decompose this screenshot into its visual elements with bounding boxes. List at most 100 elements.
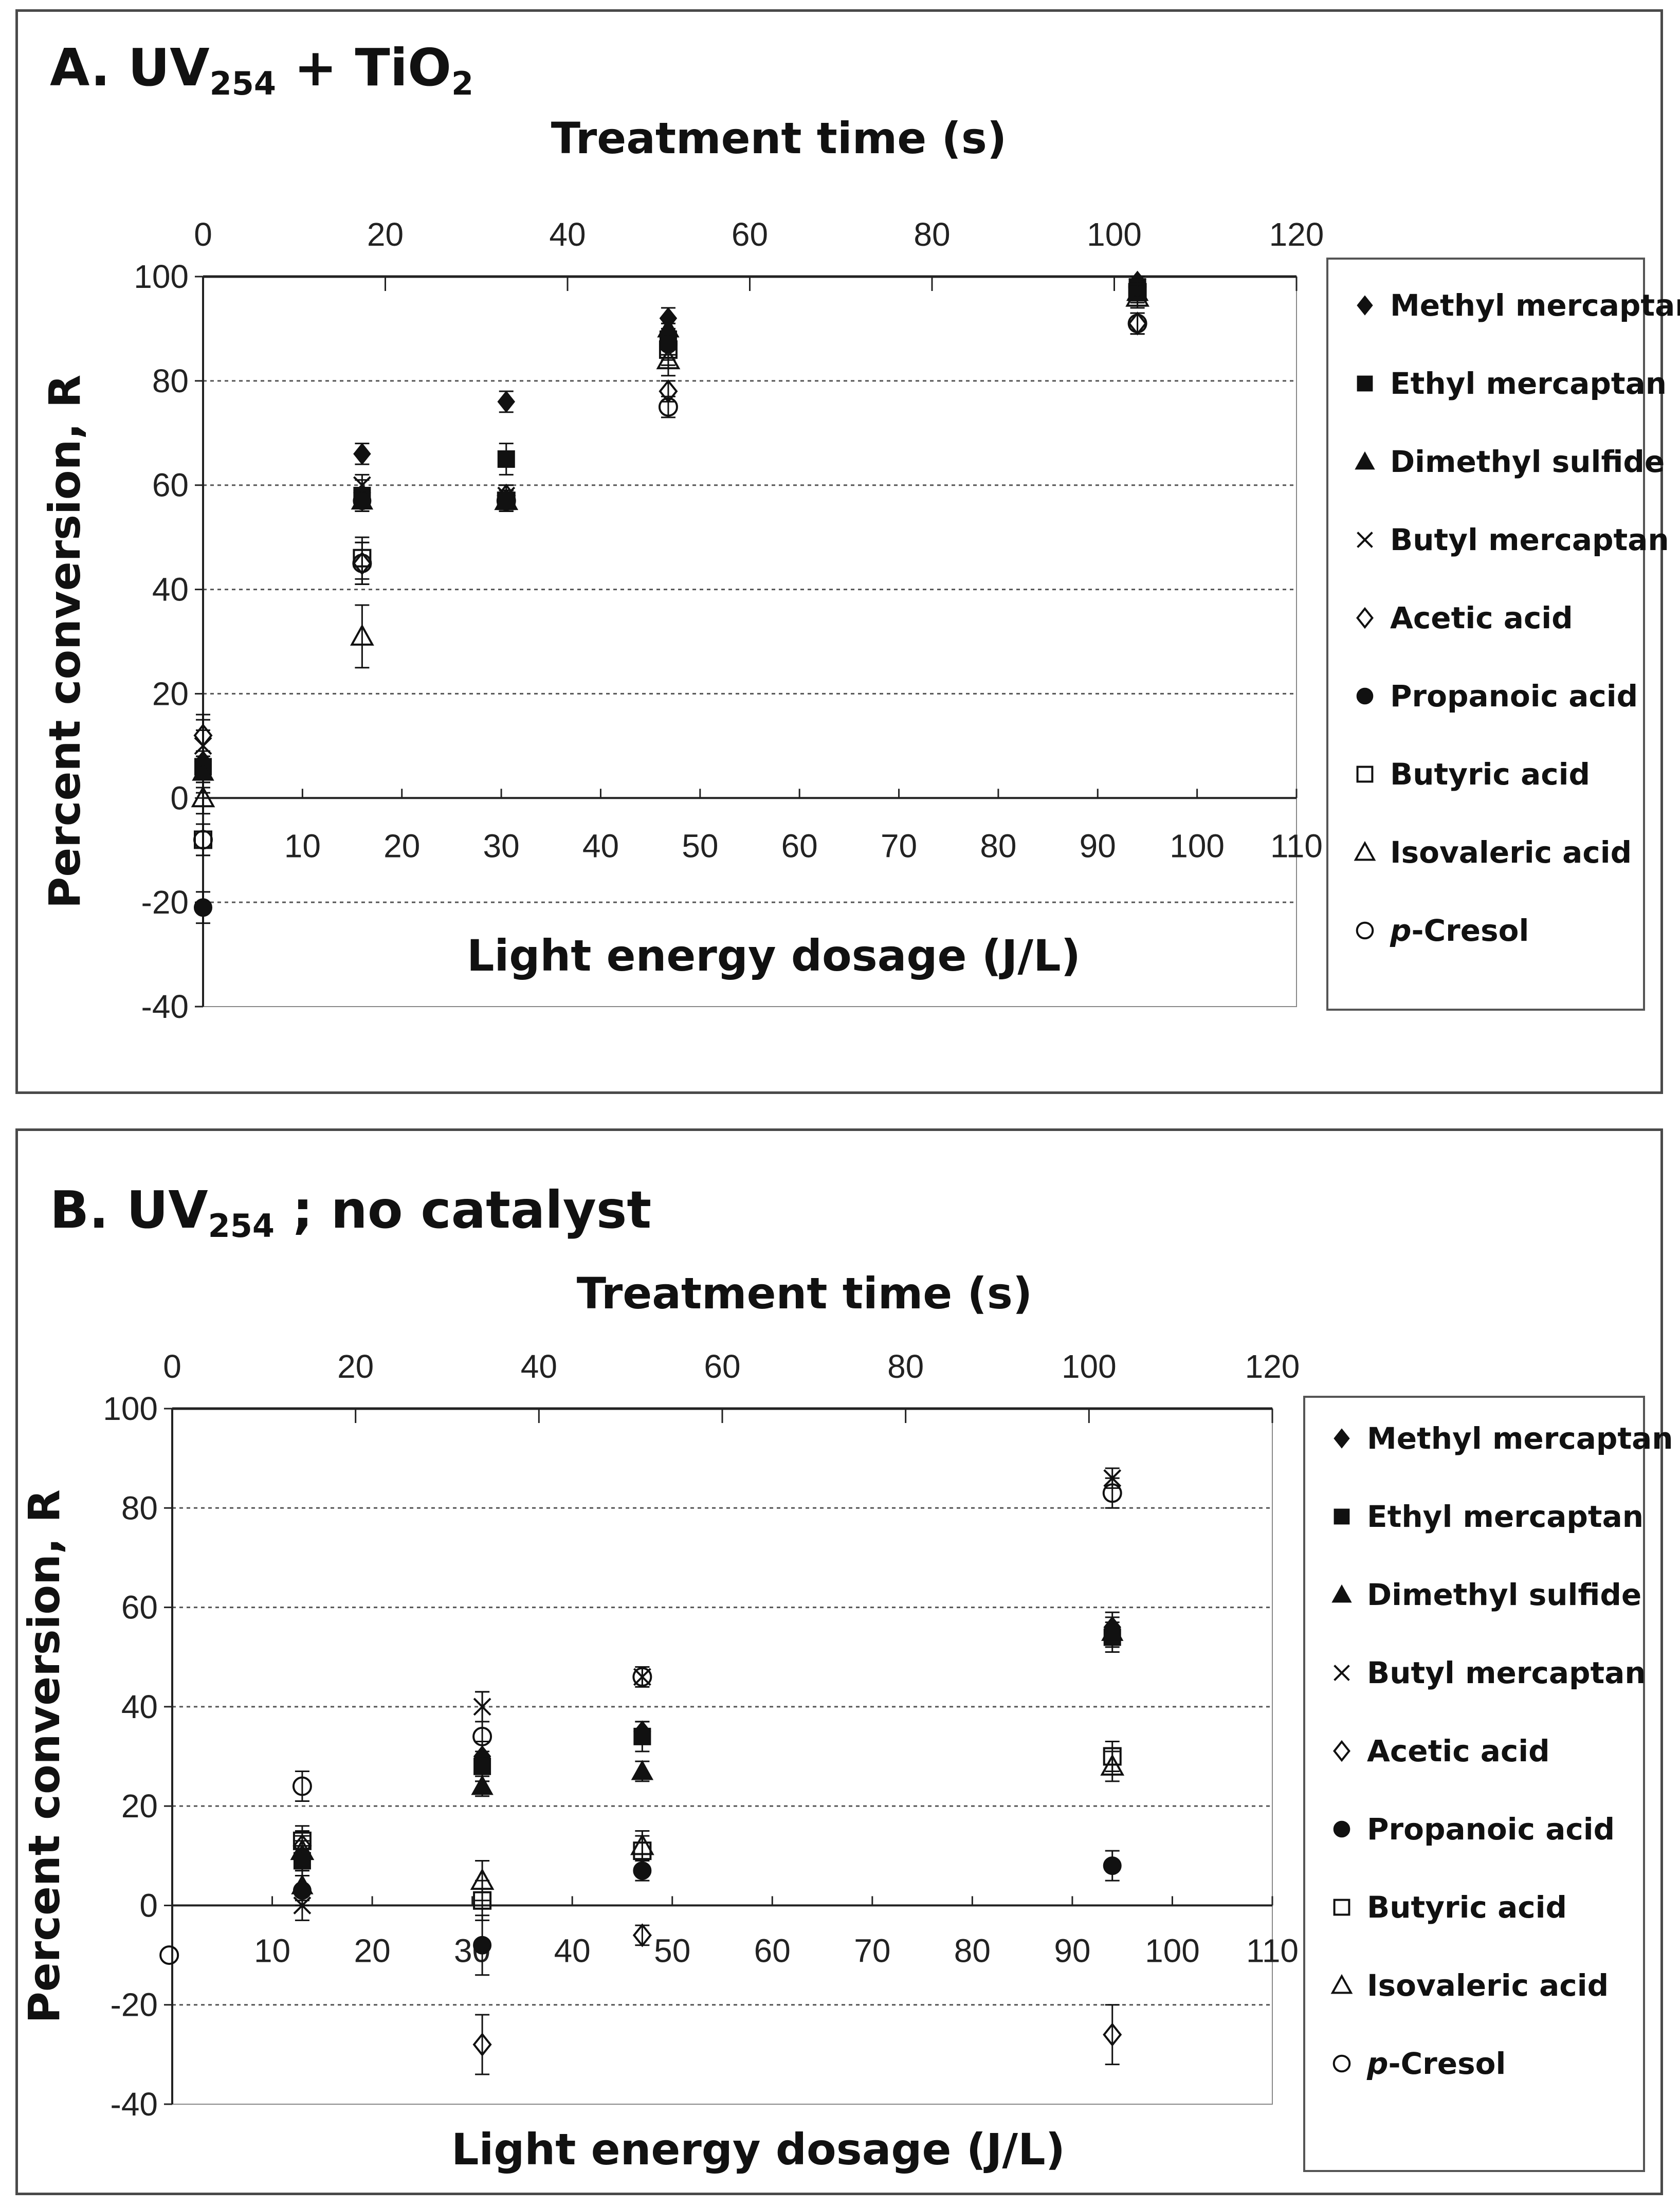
x-tick-label: 20: [384, 827, 420, 864]
data-point-p-cresol: [496, 491, 516, 511]
top-tick-label: 60: [732, 216, 768, 253]
top-axis-title: Treatment time (s): [577, 1268, 1032, 1319]
y-axis-title: Percent conversion, R: [19, 1489, 69, 2023]
y-tick-label: -20: [141, 884, 189, 921]
legend-item-methyl-mercaptan: Methyl mercaptan: [1326, 1421, 1673, 1456]
legend-marker-propanoic-acid: [1356, 687, 1374, 705]
legend-label: Butyl mercaptan: [1367, 1655, 1646, 1690]
top-tick-label: 20: [367, 216, 404, 253]
y-tick-label: 80: [152, 362, 189, 399]
legend-marker-p-cresol: [1332, 2054, 1351, 2073]
x-tick-label: 10: [284, 827, 321, 864]
y-tick-label: 80: [121, 1489, 158, 1526]
legend-marker-ethyl-mercaptan: [1334, 1508, 1350, 1525]
error-bar: [196, 823, 210, 856]
panel-a: A. UV254 + TiO2 -40 -20 0 20 40 60 80 100 10 20 30…: [15, 9, 1680, 1094]
x-tick-label: 20: [354, 1932, 390, 1969]
y-tick-label: -20: [111, 1986, 158, 2023]
error-bar: [661, 395, 675, 418]
y-tick-label: 20: [121, 1788, 158, 1825]
data-point-p-cresol: [632, 1667, 652, 1687]
data-point-ethyl-mercaptan: [497, 450, 515, 468]
legend-item-methyl-mercaptan: Methyl mercaptan: [1349, 288, 1680, 323]
legend-label: Ethyl mercaptan: [1390, 366, 1667, 401]
x-tick-label: 40: [582, 827, 619, 864]
legend-marker-dimethyl-sulfide: [1355, 451, 1375, 470]
legend-marker: [1334, 1508, 1350, 1525]
legend-item-ethyl-mercaptan: Ethyl mercaptan: [1326, 1499, 1644, 1534]
y-tick-label: -40: [111, 2086, 158, 2123]
legend-marker: [1330, 1974, 1353, 1994]
data-point-acetic-acid: [472, 2032, 492, 2057]
data-point-p-cresol: [472, 1726, 492, 1746]
x-tick-label: 40: [554, 1932, 591, 1969]
top-tick-label: 100: [1087, 216, 1142, 253]
legend-item-dimethyl-sulfide: Dimethyl sulfide: [1349, 444, 1665, 479]
top-tick-label: 0: [163, 1348, 181, 1385]
data-point-dimethyl-sulfide: [1101, 1620, 1124, 1641]
x-tick-label: 50: [654, 1932, 690, 1969]
data-point-isovaleric-acid: [1125, 285, 1150, 307]
legend-marker-ethyl-mercaptan: [1357, 375, 1373, 392]
legend-label: Butyric acid: [1367, 1890, 1567, 1925]
legend-label: Propanoic acid: [1390, 679, 1638, 714]
legend-marker-acetic-acid: [1333, 1740, 1350, 1762]
x-tick-label: 30: [483, 827, 519, 864]
legend-marker-butyl-mercaptan: [1357, 532, 1373, 548]
error-bar: [475, 2014, 490, 2075]
series-p-cresol: [193, 312, 1147, 856]
legend-marker: [1356, 765, 1374, 783]
legend-item-dimethyl-sulfide: Dimethyl sulfide: [1326, 1577, 1641, 1612]
legend-marker-isovaleric-acid: [1354, 841, 1376, 861]
data-point-isovaleric-acid: [1100, 1754, 1125, 1776]
series-p-cresol: [159, 1477, 1122, 1965]
legend-marker: [1333, 1899, 1350, 1916]
legend-item-butyric-acid: Butyric acid: [1349, 757, 1590, 792]
error-bar: [355, 541, 370, 585]
data-point-p-cresol: [1127, 314, 1147, 334]
legend-marker: [1334, 1665, 1350, 1681]
legend-item-acetic-acid: Acetic acid: [1349, 600, 1573, 635]
legend-label: Propanoic acid: [1367, 1812, 1615, 1847]
legend-label: Dimethyl sulfide: [1390, 444, 1665, 479]
data-point-p-cresol: [292, 1776, 312, 1796]
data-point-propanoic-acid: [353, 491, 372, 510]
data-point-propanoic-acid: [1103, 1856, 1122, 1875]
legend-item-acetic-acid: Acetic acid: [1326, 1734, 1550, 1768]
legend-marker: [1357, 532, 1373, 548]
top-tick-label: 80: [914, 216, 950, 253]
legend-marker: [1356, 687, 1374, 705]
error-bar: [1105, 1477, 1120, 1509]
legend-marker: [1332, 2054, 1351, 2073]
top-tick-label: 80: [887, 1348, 924, 1385]
error-bar: [1130, 312, 1145, 335]
y-tick-label: 100: [103, 1390, 158, 1427]
y-tick-label: 0: [170, 779, 189, 816]
legend-marker-acetic-acid: [1356, 607, 1374, 629]
legend-label: Isovaleric acid: [1390, 835, 1632, 870]
legend-marker: [1357, 375, 1373, 392]
y-tick-label: -40: [141, 988, 189, 1025]
legend-item-propanoic-acid: Propanoic acid: [1349, 679, 1638, 714]
data-point-p-cresol: [193, 830, 213, 850]
legend-label: Butyl mercaptan: [1390, 522, 1669, 557]
legend-item-p-cresol: p -Cresol: [1326, 2046, 1506, 2081]
data-point-isovaleric-acid: [470, 1868, 495, 1890]
x-tick-label: 110: [1270, 827, 1323, 864]
series-isovaleric-acid: [290, 1750, 1125, 1902]
panel-a-title: A. UV254 + TiO2: [50, 38, 474, 102]
error-bar: [635, 1666, 650, 1688]
top-axis-title: Treatment time (s): [551, 113, 1007, 163]
legend-label-prefix: p: [1367, 2046, 1389, 2081]
legend-item-p-cresol: p -Cresol: [1349, 913, 1529, 948]
legend-marker: [1357, 295, 1373, 316]
data-point-isovaleric-acid: [290, 1838, 315, 1861]
legend-marker: [1333, 1820, 1350, 1838]
panel-b: B. UV254 ; no catalyst -40 -20 0 20 40 60 80 10…: [15, 1128, 1673, 2195]
x-axis-title: Light energy dosage (J/L): [451, 2124, 1065, 2175]
legend-label: -Cresol: [1411, 913, 1529, 948]
error-bar: [475, 1859, 490, 1902]
legend-marker: [1354, 841, 1376, 861]
data-point-ethyl-mercaptan: [633, 1727, 651, 1745]
